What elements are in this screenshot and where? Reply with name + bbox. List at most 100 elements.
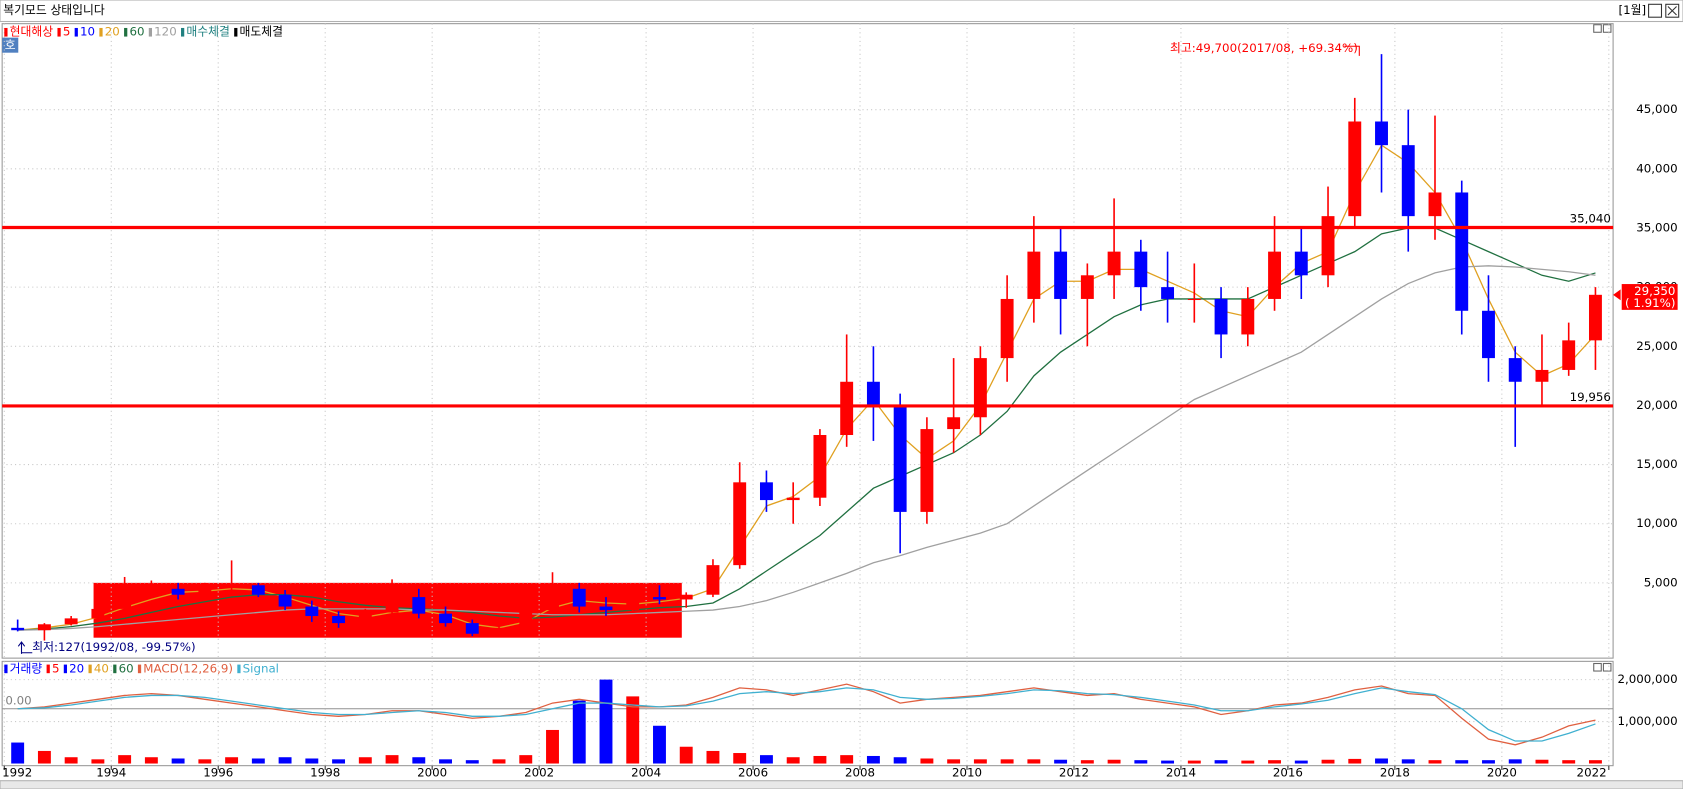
panel-button[interactable] xyxy=(1602,662,1612,672)
legend-label: 5 xyxy=(63,25,71,39)
badge[interactable] xyxy=(2,37,19,53)
min-annotation: 최저:127(1992/08, -99.57%) xyxy=(32,640,195,654)
volume-bar xyxy=(492,759,506,764)
volume-bar xyxy=(893,757,907,764)
volume-bar xyxy=(1375,758,1388,764)
macd-line xyxy=(17,687,1596,742)
volume-bar xyxy=(225,757,239,764)
volume-bar xyxy=(91,759,105,764)
candle-body xyxy=(893,405,907,512)
candle-body xyxy=(866,381,880,406)
candle-body xyxy=(465,623,479,634)
candle-body xyxy=(198,587,212,595)
candle-body xyxy=(1428,192,1442,217)
legend-swatch xyxy=(148,27,153,37)
candle-body xyxy=(599,606,613,611)
candle-body xyxy=(1588,294,1602,341)
legend-label: 40 xyxy=(94,661,109,675)
x-tick-label: 1996 xyxy=(203,766,233,780)
legend-swatch xyxy=(181,27,185,37)
legend-label: 20 xyxy=(105,25,120,39)
candle-body xyxy=(1294,251,1308,276)
x-tick-label: 1994 xyxy=(96,766,126,780)
volume-bar xyxy=(626,696,640,764)
candle-body xyxy=(492,627,506,634)
scrollbar[interactable] xyxy=(0,780,1683,789)
volume-bar xyxy=(546,729,559,764)
candle-body xyxy=(786,497,800,501)
y-tick-label: 5,000 xyxy=(1644,575,1678,589)
x-tick-label: 2006 xyxy=(738,766,768,780)
volume-bar xyxy=(1241,760,1255,764)
period-button[interactable]: [1월] xyxy=(1618,3,1646,17)
volume-bar xyxy=(412,757,426,764)
x-tick-label: 2022 xyxy=(1577,766,1607,780)
x-tick-label: 2000 xyxy=(417,766,447,780)
volume-bar xyxy=(786,757,800,764)
x-tick-label: 2014 xyxy=(1166,766,1196,780)
volume-bar xyxy=(1562,760,1576,764)
candle-body xyxy=(64,618,78,625)
legend-label: 20 xyxy=(69,661,84,675)
legend-label: 5 xyxy=(52,661,60,675)
candle-body xyxy=(840,381,854,436)
volume-bar xyxy=(198,759,212,764)
candle-body xyxy=(144,588,158,593)
candle-body xyxy=(385,597,399,613)
legend-label: 10 xyxy=(80,25,95,39)
x-tick-label: 2016 xyxy=(1273,766,1303,780)
panel-button[interactable] xyxy=(1593,662,1602,672)
candle-body xyxy=(1455,192,1469,311)
x-tick-label: 1998 xyxy=(310,766,340,780)
panel-button[interactable] xyxy=(1602,24,1612,33)
volume-panel xyxy=(1,660,1614,767)
candle-body xyxy=(1375,121,1388,146)
volume-bar xyxy=(144,757,158,764)
volume-bar xyxy=(679,746,693,764)
panel-button[interactable] xyxy=(1593,24,1602,33)
volume-bar xyxy=(1268,760,1281,764)
volume-bar xyxy=(171,758,185,764)
y-tick-label: 1,000,000 xyxy=(1617,714,1677,728)
volume-bar xyxy=(1161,760,1175,764)
candle-body xyxy=(225,585,239,588)
volume-bar xyxy=(11,742,25,764)
level-label: 35,040 xyxy=(1570,211,1611,225)
x-tick-label: 2010 xyxy=(952,766,982,780)
close-button[interactable] xyxy=(1665,3,1680,18)
level-label: 19,956 xyxy=(1570,390,1611,404)
legend-label: 60 xyxy=(119,661,134,675)
candle-body xyxy=(1000,298,1014,359)
volume-bar xyxy=(305,758,319,764)
min-arrow xyxy=(17,641,33,654)
volume-bar xyxy=(1027,759,1041,764)
candle-body xyxy=(11,627,25,631)
volume-bar xyxy=(1187,760,1201,764)
volume-bar xyxy=(1348,758,1362,764)
legend-swatch xyxy=(74,27,78,37)
y-tick-label: 35,000 xyxy=(1636,220,1677,234)
volume-bar xyxy=(37,750,51,764)
volume-bar xyxy=(572,700,586,764)
y-tick-label: 2,000,000 xyxy=(1617,672,1677,686)
legend-swatch xyxy=(63,664,68,674)
volume-bar xyxy=(973,759,987,764)
candle-body xyxy=(1535,369,1549,382)
window-title: 복기모드 상태입니다 xyxy=(3,3,105,17)
candle-body xyxy=(1107,251,1121,276)
maximize-button[interactable] xyxy=(1648,3,1663,18)
volume-bar xyxy=(1000,759,1014,764)
y-tick-label: 15,000 xyxy=(1636,457,1677,471)
volume-bar xyxy=(1535,759,1549,764)
candle-body xyxy=(412,597,426,614)
badge-text: 호 xyxy=(5,38,16,52)
candle-body xyxy=(1054,251,1068,299)
candle-body xyxy=(947,417,961,430)
candle-body xyxy=(1241,298,1255,335)
candle-body xyxy=(1214,298,1228,335)
volume-bar xyxy=(1588,760,1602,764)
x-tick-label: 2002 xyxy=(524,766,554,780)
x-tick-label: 2012 xyxy=(1059,766,1089,780)
candle-body xyxy=(439,613,452,624)
candle-body xyxy=(1321,216,1335,276)
